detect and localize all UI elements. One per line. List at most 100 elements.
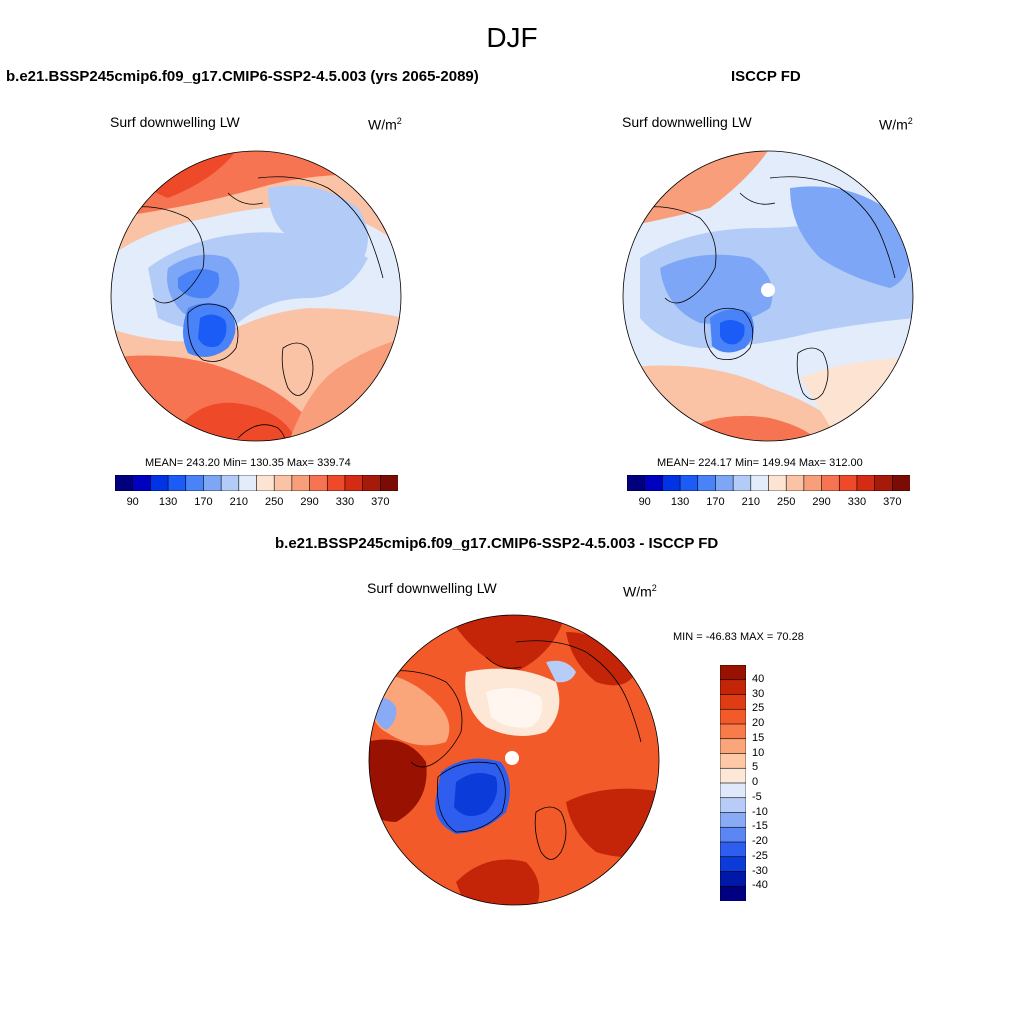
field-cold-arctic	[660, 254, 773, 324]
colorbar-tick-label: -40	[752, 879, 768, 892]
coastline-north-america	[127, 206, 205, 304]
colorbar-swatch	[132, 475, 151, 491]
colorbar-tick-label: 30	[752, 687, 765, 700]
map-boundary	[110, 150, 402, 442]
colorbar-swatch	[644, 475, 663, 491]
field-warm-core-ne	[566, 632, 636, 686]
colorbar-swatch	[220, 475, 240, 491]
colorbar-swatch	[720, 738, 746, 755]
colorbar-swatch	[309, 475, 328, 491]
panel-diff-colorbar	[720, 665, 746, 901]
field-warm-core-west	[369, 739, 427, 822]
colorbar-swatch	[167, 475, 187, 491]
field-greenland-core	[198, 314, 227, 347]
coastline-bering	[227, 192, 264, 205]
field-near-zero	[486, 688, 543, 728]
colorbar-tick-label: 0	[752, 776, 759, 788]
colorbar-swatch	[838, 475, 858, 491]
colorbar-swatch	[344, 475, 364, 491]
colorbar-tick-label: 170	[194, 496, 213, 508]
panel-obs-map	[622, 150, 914, 442]
map-boundary	[368, 614, 660, 906]
coastline-north-america	[385, 670, 463, 768]
panel-diff-subtitle: Surf downwelling LW	[367, 580, 497, 596]
colorbar-tick-label: 210	[741, 496, 760, 508]
colorbar-tick-label: 330	[335, 496, 355, 508]
field-archipelago-cold	[178, 269, 220, 299]
panel-obs-colorbar-labels: 90 130 170 210 250 290 330 370	[627, 496, 910, 510]
coastline-greenland	[704, 307, 754, 361]
colorbar-swatch	[362, 475, 381, 491]
colorbar-tick-label: 370	[883, 496, 902, 508]
colorbar-swatch	[821, 475, 840, 491]
colorbar-tick-label: 90	[638, 496, 651, 508]
panel-model-subtitle: Surf downwelling LW	[110, 114, 240, 130]
field-warm-core-south	[456, 859, 540, 905]
colorbar-tick-label: 15	[752, 731, 765, 744]
colorbar-tick-label: 130	[158, 496, 178, 508]
colorbar-tick-label: 250	[265, 496, 284, 508]
colorbar-swatch	[720, 782, 746, 799]
colorbar-swatch	[750, 475, 770, 491]
colorbar-tick-label: -30	[752, 864, 768, 877]
colorbar-tick-label: 90	[126, 496, 139, 508]
panel-obs-subtitle: Surf downwelling LW	[622, 114, 752, 130]
colorbar-swatch	[874, 475, 893, 491]
coastline-siberia	[257, 176, 384, 279]
figure-title: DJF	[486, 22, 538, 53]
panel-diff-title: b.e21.BSSP245cmip6.f09_g17.CMIP6-SSP2-4.…	[275, 535, 719, 552]
coastline-bering	[739, 192, 776, 205]
coastline-siberia	[515, 640, 642, 743]
field-greenland-core	[454, 773, 498, 816]
colorbar-tick-label: 130	[670, 496, 690, 508]
colorbar-swatch	[720, 797, 746, 814]
colorbar-tick-label: -20	[752, 835, 768, 847]
coastline-scandinavia	[281, 342, 314, 396]
field-cool-patch-north	[546, 660, 576, 683]
colorbar-swatch	[892, 475, 910, 491]
colorbar-swatch	[697, 475, 717, 491]
colorbar-swatch	[720, 841, 746, 858]
colorbar-tick-label: -5	[752, 790, 762, 803]
colorbar-swatch	[238, 475, 258, 491]
colorbar-swatch	[720, 753, 746, 769]
colorbar-swatch	[715, 475, 734, 491]
colorbar-swatch	[720, 856, 746, 873]
map-boundary	[622, 150, 914, 442]
coastline-greenland	[437, 761, 506, 833]
panel-diff-map	[368, 614, 660, 906]
panel-model-units: W/m2	[368, 116, 402, 133]
colorbar-tick-label: 330	[847, 496, 867, 508]
field-warm-core-north	[446, 615, 566, 672]
colorbar-swatch	[380, 475, 398, 491]
colorbar-swatch	[732, 475, 752, 491]
coastline-north-america	[639, 206, 717, 304]
colorbar-tick-label: 290	[300, 496, 319, 508]
colorbar-swatch	[785, 475, 805, 491]
panel-obs-stats: MEAN= 224.17 Min= 149.94 Max= 312.00	[657, 457, 863, 469]
colorbar-swatch	[256, 475, 275, 491]
colorbar-swatch	[326, 475, 346, 491]
colorbar-swatch	[856, 475, 876, 491]
colorbar-swatch	[720, 665, 746, 681]
colorbar-swatch	[627, 475, 646, 491]
colorbar-swatch	[720, 826, 746, 843]
colorbar-swatch	[150, 475, 169, 491]
colorbar-swatch	[185, 475, 205, 491]
colorbar-tick-label: 10	[752, 746, 765, 759]
colorbar-swatch	[115, 475, 134, 491]
panel-model-title: b.e21.BSSP245cmip6.f09_g17.CMIP6-SSP2-4.…	[6, 68, 479, 85]
colorbar-tick-label: -15	[752, 820, 768, 833]
colorbar-swatch	[720, 812, 746, 828]
colorbar-swatch	[720, 871, 746, 887]
colorbar-swatch	[720, 694, 746, 710]
colorbar-swatch	[720, 767, 746, 784]
pole-mask	[761, 283, 775, 297]
colorbar-tick-label: -10	[752, 805, 768, 818]
colorbar-tick-label: 5	[752, 761, 759, 774]
panel-diff-stats: MIN = -46.83 MAX = 70.28	[673, 631, 804, 643]
panel-model-colorbar-labels: 90 130 170 210 250 290 330 370	[115, 496, 398, 510]
colorbar-swatch	[768, 475, 787, 491]
coastline-scandinavia	[796, 347, 829, 400]
pole-mask	[505, 751, 519, 765]
